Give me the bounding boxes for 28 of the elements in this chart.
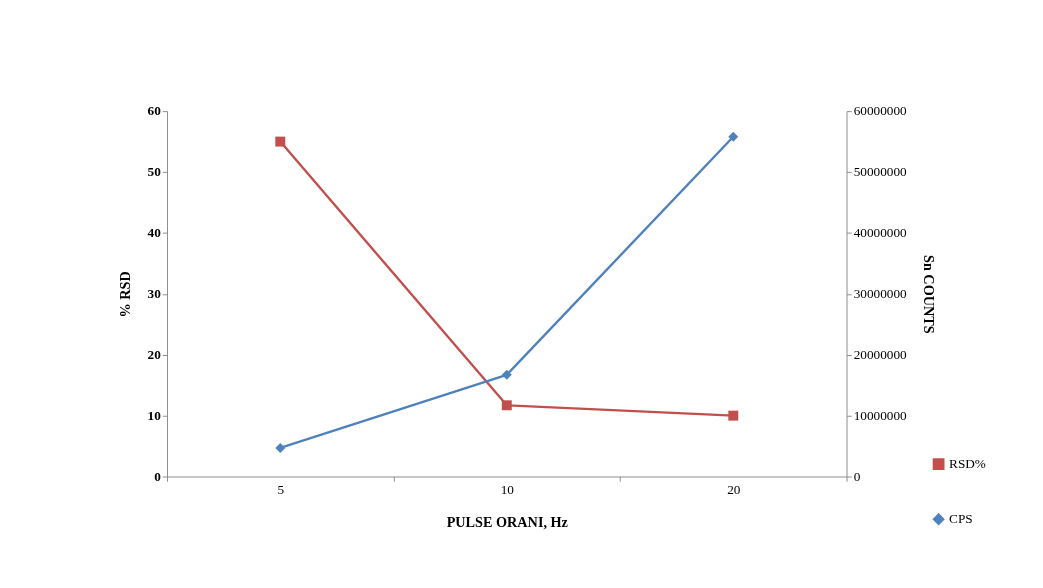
y2-tick-label: 60000000: [853, 103, 908, 119]
y-tick-label: 60: [147, 103, 162, 119]
point: [501, 400, 512, 411]
y2-tick-label: 30000000: [853, 286, 908, 302]
y-tick-label: 10: [147, 407, 162, 423]
y2-tick-label: 0: [853, 468, 861, 484]
y-tick-label: 40: [147, 225, 162, 241]
point: [728, 410, 739, 421]
point: [728, 131, 739, 142]
y-tick-label: 30: [147, 286, 162, 302]
y2-tick-label: 10000000: [853, 407, 908, 423]
y2-axis-title: Sn COUNTS: [920, 254, 937, 334]
y-axis-title: % RSD: [117, 271, 134, 318]
y2-tick-label: 50000000: [853, 164, 908, 180]
legend-label: RSD%: [949, 455, 986, 471]
point: [275, 442, 286, 453]
point: [501, 369, 512, 380]
y-tick-label: 20: [147, 347, 162, 363]
x-tick-label: 20: [727, 482, 741, 498]
legend-label: CPS: [949, 511, 973, 527]
x-tick-label: 10: [500, 482, 515, 498]
point: [275, 136, 286, 147]
x-axis-title: PULSE ORANI, Hz: [446, 514, 568, 531]
y2-tick-label: 40000000: [853, 225, 908, 241]
y-tick-label: 0: [154, 468, 162, 484]
y2-tick-label: 20000000: [853, 347, 908, 363]
y-tick-label: 50: [147, 164, 162, 180]
x-tick-label: 5: [277, 482, 285, 498]
